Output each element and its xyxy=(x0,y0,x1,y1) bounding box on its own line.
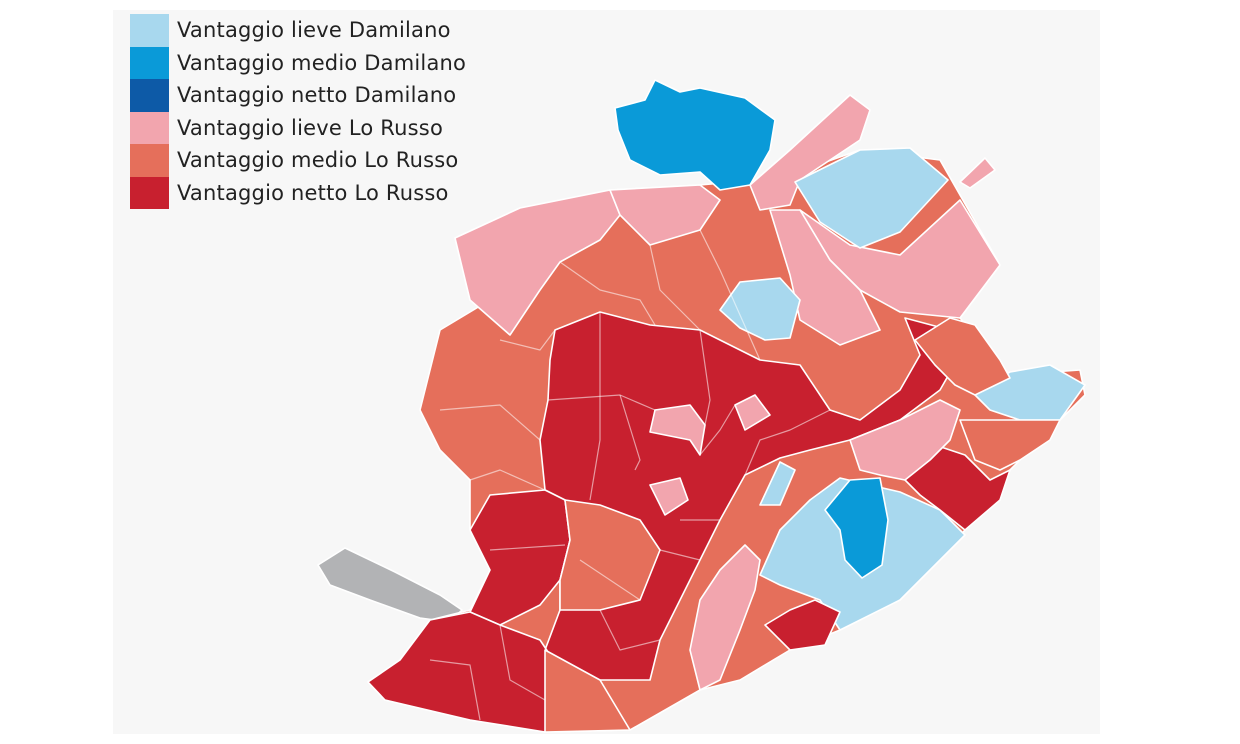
legend-label: Vantaggio netto Lo Russo xyxy=(177,180,449,205)
legend-label: Vantaggio lieve Damilano xyxy=(177,18,451,43)
district-n2 xyxy=(749,94,871,211)
legend-label: Vantaggio lieve Lo Russo xyxy=(177,115,443,140)
legend: Vantaggio lieve Damilano Vantaggio medio… xyxy=(130,14,530,209)
legend-swatch xyxy=(130,144,169,177)
district-east-orange xyxy=(914,317,1011,396)
district-south-orange xyxy=(544,649,631,733)
district-ne-lightblue xyxy=(794,147,949,249)
legend-swatch xyxy=(130,46,169,79)
district-north-blue xyxy=(614,79,776,191)
district-center-north-pink xyxy=(769,209,881,346)
district-nw xyxy=(454,189,621,336)
legend-swatch xyxy=(130,111,169,144)
district-east-pink xyxy=(849,399,961,481)
district-river-lightblue xyxy=(759,461,796,506)
district-centro-pink3 xyxy=(734,394,771,431)
district-river-pink xyxy=(689,544,761,691)
legend-item-medio-damilano: Vantaggio medio Damilano xyxy=(130,46,530,79)
district-sw-red xyxy=(469,489,571,626)
legend-item-lieve-lorusso: Vantaggio lieve Lo Russo xyxy=(130,111,530,144)
district-se-blue xyxy=(824,477,889,579)
legend-swatch xyxy=(130,79,169,112)
legend-label: Vantaggio netto Damilano xyxy=(177,83,457,108)
district-east2-orange xyxy=(959,419,1061,471)
district-se-small-red xyxy=(764,599,841,651)
district-center-lightblue xyxy=(719,277,801,341)
legend-item-medio-lorusso: Vantaggio medio Lo Russo xyxy=(130,144,530,177)
district-no-data xyxy=(317,547,463,623)
district-central-orange xyxy=(559,499,661,611)
district-small-ne xyxy=(959,157,996,189)
legend-label: Vantaggio medio Lo Russo xyxy=(177,148,459,173)
legend-item-netto-damilano: Vantaggio netto Damilano xyxy=(130,79,530,112)
district-east-red xyxy=(904,444,1011,531)
legend-label: Vantaggio medio Damilano xyxy=(177,50,467,75)
legend-item-netto-lorusso: Vantaggio netto Lo Russo xyxy=(130,176,530,209)
legend-item-lieve-damilano: Vantaggio lieve Damilano xyxy=(130,14,530,47)
legend-swatch xyxy=(130,176,169,209)
district-centro-pink2 xyxy=(649,477,689,516)
legend-swatch xyxy=(130,14,169,47)
